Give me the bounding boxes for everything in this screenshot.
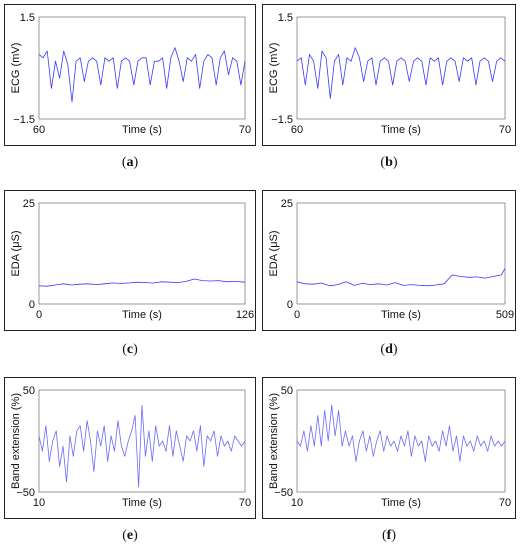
series-line-0: [38, 278, 246, 287]
plot-area-frame: [296, 16, 506, 120]
x-tick-label-start: 60: [33, 124, 45, 136]
caption-c: (c): [122, 342, 138, 358]
x-tick-label-end: 70: [239, 124, 251, 136]
caption-close: ): [392, 342, 398, 357]
caption-f: (f): [382, 528, 396, 544]
x-tick-label-end: 70: [499, 124, 511, 136]
y-axis-label: EDA (μS): [268, 230, 280, 276]
y-tick-label-top: 25: [281, 198, 293, 210]
y-tick-label-bottom: −50: [274, 487, 293, 499]
caption-close: ): [133, 155, 139, 170]
y-axis-label: Band extension (%): [268, 393, 280, 489]
caption-open: (: [380, 155, 386, 170]
x-axis-label: Time (s): [381, 497, 421, 509]
caption-letter-e: e: [126, 528, 134, 543]
caption-d: (d): [380, 342, 397, 358]
y-tick-label-bottom: 0: [29, 299, 35, 311]
caption-open: (: [122, 342, 127, 357]
series-line-0: [296, 47, 506, 99]
chart-panel-e: 50 −50 10 70 Time (s) Band extension (%): [4, 377, 256, 519]
caption-e: (e): [122, 528, 138, 544]
caption-open: (: [381, 528, 387, 543]
caption-close: ): [392, 155, 398, 170]
y-tick-label-top: 50: [281, 385, 293, 397]
chart-panel-a: 1.5 −1.5 60 70 Time (s) ECG (mV): [4, 4, 256, 146]
caption-letter-b: b: [385, 155, 393, 170]
plot-area-frame: [38, 202, 246, 305]
series-line-0: [296, 268, 506, 287]
y-tick-label-bottom: −1.5: [271, 114, 293, 126]
x-tick-label-end: 509: [496, 309, 514, 321]
y-axis-label: EDA (μS): [10, 230, 22, 276]
caption-open: (: [121, 155, 127, 170]
x-tick-label-start: 10: [33, 497, 45, 509]
caption-b: (b): [380, 155, 397, 171]
x-axis-label: Time (s): [122, 309, 162, 321]
x-axis-label: Time (s): [122, 497, 162, 509]
series-line-0: [296, 404, 506, 462]
y-axis-label: ECG (mV): [268, 43, 280, 94]
series-line-0: [38, 404, 246, 488]
y-tick-label-bottom: −1.5: [13, 114, 35, 126]
y-axis-label: Band extension (%): [10, 393, 22, 489]
caption-open: (: [380, 342, 386, 357]
x-tick-label-start: 0: [36, 309, 42, 321]
caption-letter-c: c: [126, 342, 134, 357]
caption-letter-a: a: [126, 155, 134, 170]
x-axis-label: Time (s): [122, 124, 162, 136]
y-tick-label-top: 1.5: [20, 12, 35, 24]
caption-letter-f: f: [386, 528, 392, 543]
x-tick-label-start: 60: [291, 124, 303, 136]
y-tick-label-top: 25: [23, 198, 35, 210]
caption-close: ): [133, 342, 138, 357]
y-axis-label: ECG (mV): [10, 43, 22, 94]
y-tick-label-top: 50: [23, 385, 35, 397]
chart-svg-d: 25 00 509 Time (s) EDA (μS): [268, 198, 514, 321]
caption-letter-d: d: [385, 342, 393, 357]
x-tick-label-end: 70: [239, 497, 251, 509]
x-tick-label-end: 70: [499, 497, 511, 509]
y-tick-label-bottom: 0: [287, 299, 293, 311]
plot-area-frame: [296, 202, 506, 305]
chart-panel-b: 1.5 −1.5 60 70 Time (s) ECG (mV): [262, 4, 516, 146]
y-tick-label-top: 1.5: [278, 12, 293, 24]
series-line-0: [38, 47, 246, 103]
chart-svg-b: 1.5 −1.560 70 Time (s) ECG (mV): [268, 12, 511, 136]
x-tick-label-start: 0: [294, 309, 300, 321]
chart-panel-c: 25 0 0 126 Time (s) EDA (μS): [4, 190, 256, 331]
x-axis-label: Time (s): [381, 309, 421, 321]
chart-panel-d: 25 0 0 509 Time (s) EDA (μS): [262, 190, 516, 331]
plot-area-frame: [38, 16, 246, 120]
x-tick-label-start: 10: [291, 497, 303, 509]
x-tick-label-end: 126: [236, 309, 254, 321]
caption-open: (: [122, 528, 127, 543]
caption-close: ): [133, 528, 138, 543]
chart-svg-c: 25 00 126 Time (s) EDA (μS): [10, 198, 254, 321]
x-axis-label: Time (s): [381, 124, 421, 136]
chart-svg-a: 1.5 −1.560 70 Time (s) ECG (mV): [10, 12, 251, 136]
caption-a: (a): [122, 155, 138, 171]
y-tick-label-bottom: −50: [16, 487, 35, 499]
chart-panel-f: 50 −50 10 70 Time (s) Band extension (%): [262, 377, 516, 519]
caption-close: ): [391, 528, 397, 543]
